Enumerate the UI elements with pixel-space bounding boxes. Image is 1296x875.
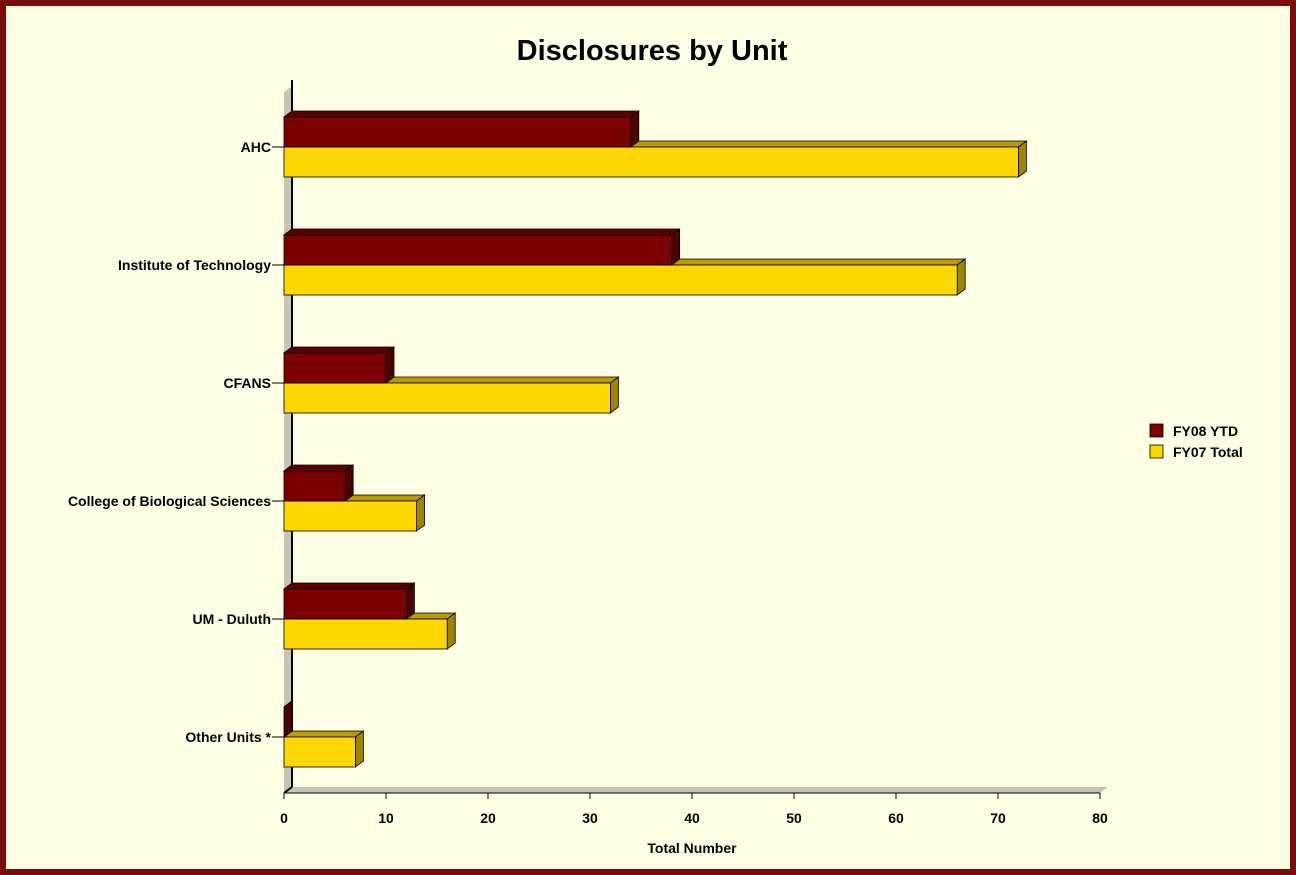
legend-label: FY08 YTD bbox=[1173, 423, 1238, 439]
x-tick-label: 0 bbox=[280, 810, 288, 826]
legend-swatch bbox=[1149, 423, 1164, 438]
bar-fy08-ytd bbox=[282, 464, 355, 502]
bar-top bbox=[282, 730, 365, 738]
bar-front bbox=[283, 234, 673, 266]
category-label: AHC bbox=[241, 139, 271, 155]
bar-front bbox=[283, 470, 346, 502]
bar-fy08-ytd bbox=[282, 110, 640, 148]
legend: FY08 YTD FY07 Total bbox=[1149, 423, 1243, 460]
bar-fy08-ytd bbox=[282, 228, 681, 266]
bar-end bbox=[416, 494, 426, 532]
bar-top bbox=[282, 582, 416, 590]
x-axis-title: Total Number bbox=[647, 840, 737, 856]
bar-fy07-total bbox=[282, 376, 620, 414]
bar-front bbox=[283, 736, 356, 768]
x-tick-label: 80 bbox=[1092, 810, 1108, 826]
bar-top bbox=[282, 110, 640, 118]
bar-end bbox=[630, 110, 640, 148]
category-label: CFANS bbox=[224, 375, 271, 391]
bar-end bbox=[671, 228, 680, 266]
bar-fy07-total bbox=[282, 258, 967, 296]
legend-label: FY07 Total bbox=[1173, 444, 1243, 460]
bar-fy08-ytd bbox=[282, 346, 396, 384]
bar-end bbox=[385, 346, 395, 384]
bar-top bbox=[282, 464, 355, 472]
bar-end bbox=[1018, 140, 1027, 178]
bar-front bbox=[283, 116, 632, 148]
bar-end bbox=[405, 582, 415, 620]
bar-front bbox=[283, 382, 611, 414]
bar-fy08-ytd bbox=[283, 700, 293, 738]
bar-end bbox=[446, 612, 456, 650]
bar-fy07-total bbox=[282, 140, 1028, 178]
x-tick-label: 70 bbox=[990, 810, 1006, 826]
x-tick-label: 40 bbox=[684, 810, 700, 826]
category-label: Other Units * bbox=[185, 729, 271, 745]
x-tick-label: 30 bbox=[582, 810, 598, 826]
bar-end bbox=[956, 258, 966, 296]
bar-front bbox=[283, 352, 387, 384]
bar-end bbox=[344, 464, 354, 502]
back-wall bbox=[284, 86, 292, 793]
bar-front bbox=[283, 500, 418, 532]
bar-top bbox=[282, 228, 681, 236]
category-label: Institute of Technology bbox=[118, 257, 271, 273]
bar-front bbox=[283, 146, 1019, 178]
bar-front bbox=[283, 264, 958, 296]
bar-fy07-total bbox=[282, 730, 365, 768]
category-label: UM - Duluth bbox=[192, 611, 271, 627]
legend-swatch bbox=[1149, 444, 1164, 459]
bar-end bbox=[354, 730, 364, 768]
plot-area: 0 10 20 30 40 50 60 70 80 AHC Institute of Technol… bbox=[68, 80, 1108, 826]
chart-title: Disclosures by Unit bbox=[517, 35, 788, 67]
x-tick-label: 10 bbox=[378, 810, 394, 826]
bar-fy08-ytd bbox=[282, 582, 416, 620]
bar-end bbox=[283, 700, 293, 738]
bar-top bbox=[282, 346, 396, 354]
bar-end bbox=[610, 376, 619, 414]
bar-front bbox=[283, 588, 407, 620]
category-label: College of Biological Sciences bbox=[68, 493, 271, 509]
x-tick-label: 20 bbox=[480, 810, 496, 826]
axis-corner bbox=[283, 786, 293, 794]
x-tick-label: 60 bbox=[888, 810, 904, 826]
floor bbox=[284, 787, 1108, 793]
x-tick-label: 50 bbox=[786, 810, 802, 826]
bar-front bbox=[283, 618, 448, 650]
